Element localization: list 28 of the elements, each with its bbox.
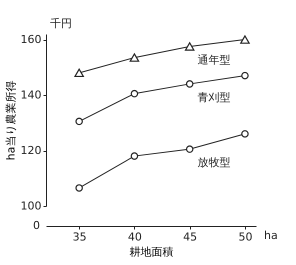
x-tick-label: 50 [238, 230, 252, 244]
x-axis-title: 耕地面積 [130, 246, 174, 258]
x-tick-label: 45 [183, 230, 198, 244]
series-label: 通年型 [198, 53, 231, 66]
y-tick-label: 140 [20, 88, 42, 102]
point [240, 35, 250, 44]
point [186, 145, 194, 153]
text: 千円 [50, 17, 72, 30]
y-tick-label: 100 [20, 200, 42, 212]
point [130, 90, 138, 98]
y-axis-title: ha当り農業所得 [4, 80, 18, 160]
point [184, 42, 194, 51]
text: 0 [33, 219, 40, 232]
series-label: 放牧型 [198, 156, 231, 170]
point [241, 72, 249, 80]
point [130, 152, 138, 160]
y-tick-label: 160 [20, 33, 42, 46]
y-tick-label: 120 [20, 144, 42, 158]
series-label: 青刈型 [198, 90, 231, 104]
x-tick-label: 35 [72, 230, 87, 244]
point [241, 130, 249, 138]
point [130, 53, 140, 62]
text: ha [264, 229, 278, 242]
point [186, 80, 194, 88]
x-tick-label: 40 [128, 230, 142, 244]
point [75, 118, 83, 126]
point [74, 68, 84, 78]
point [75, 184, 83, 192]
